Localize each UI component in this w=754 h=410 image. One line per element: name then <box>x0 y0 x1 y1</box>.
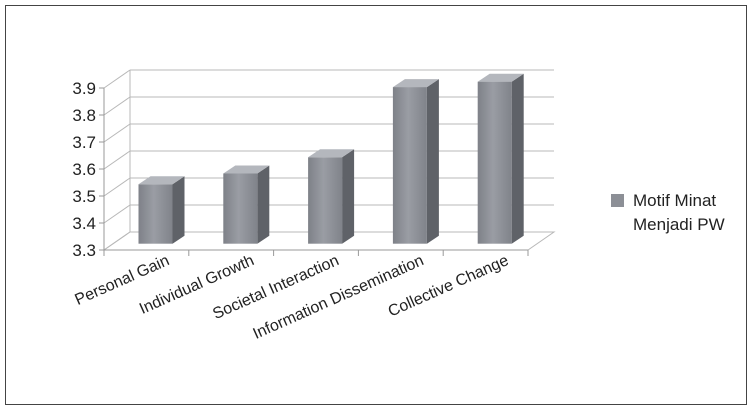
gridline-depth <box>103 69 131 89</box>
bar <box>477 73 524 244</box>
gridline-depth <box>103 123 131 143</box>
bar-front <box>308 157 343 244</box>
bar-front <box>392 87 427 244</box>
gridline-depth <box>103 204 131 224</box>
gridline-depth <box>103 150 131 170</box>
bar-top <box>138 176 185 185</box>
bar-side <box>257 165 270 244</box>
bar-top <box>477 73 524 82</box>
bar-front <box>138 184 173 244</box>
y-tick-label: 3.6 <box>72 160 96 179</box>
bar-top <box>308 149 355 158</box>
legend-swatch <box>611 194 624 207</box>
bar-side <box>511 73 524 244</box>
legend: Motif Minat Menjadi PW <box>611 191 725 234</box>
y-tick-label: 3.9 <box>72 79 96 98</box>
bar-side <box>172 176 185 244</box>
legend-label: Motif Minat <box>633 191 716 210</box>
bar-front <box>223 173 258 244</box>
bar <box>392 79 439 244</box>
bar-top <box>223 165 270 174</box>
y-tick-label: 3.8 <box>72 106 96 125</box>
bar <box>138 176 185 244</box>
bars <box>138 73 524 244</box>
y-tick-label: 3.7 <box>72 133 96 152</box>
bar-side <box>426 79 439 244</box>
bar-top <box>392 79 439 88</box>
gridline-depth <box>103 177 131 197</box>
legend-label: Menjadi PW <box>633 215 725 234</box>
y-tick-label: 3.3 <box>72 241 96 260</box>
y-tick-label: 3.4 <box>72 214 96 233</box>
y-tick-label: 3.5 <box>72 187 96 206</box>
bar <box>308 149 355 244</box>
bar-side <box>342 149 355 244</box>
axes <box>99 87 529 256</box>
gridline-depth <box>103 96 131 116</box>
bar <box>223 165 270 244</box>
bar-front <box>477 81 512 244</box>
